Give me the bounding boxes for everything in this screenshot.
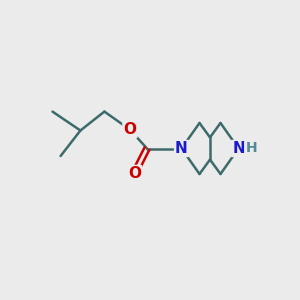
Text: O: O <box>128 166 141 181</box>
Text: O: O <box>123 122 136 137</box>
Text: N: N <box>175 141 188 156</box>
Text: N: N <box>232 141 245 156</box>
Text: H: H <box>245 142 257 155</box>
